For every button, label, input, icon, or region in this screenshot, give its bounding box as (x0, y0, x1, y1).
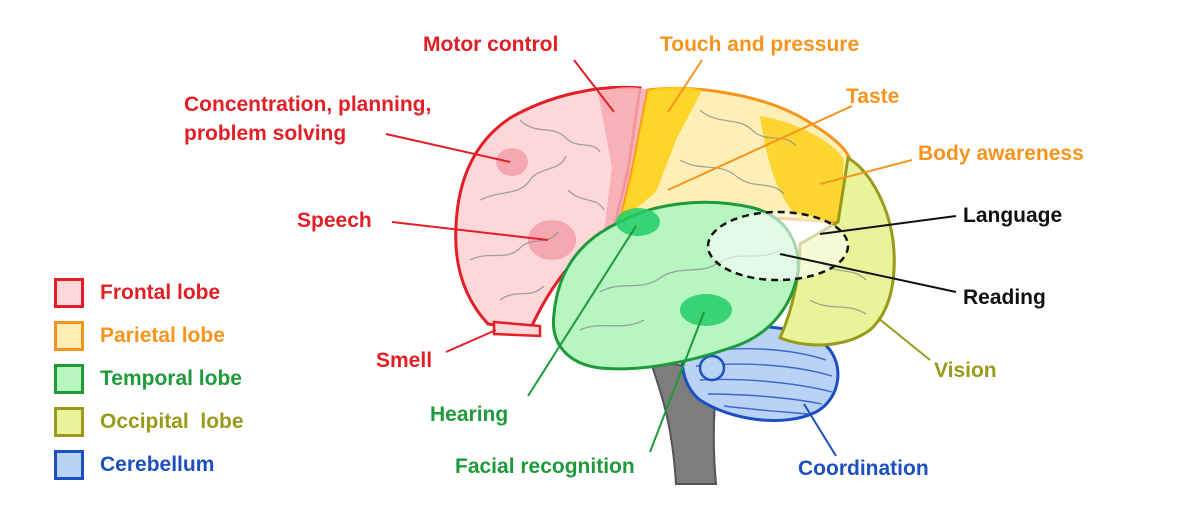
legend-swatch-temporal (54, 364, 84, 394)
concentration-area (496, 148, 528, 176)
reading-line (779, 253, 957, 293)
legend-swatch-occipital (54, 407, 84, 437)
legend-swatch-parietal (54, 321, 84, 351)
legend-label-frontal: Frontal lobe (100, 281, 221, 304)
legend-item-occipital: Occipital lobe (54, 406, 244, 438)
language-line (819, 215, 957, 235)
motor-strip (598, 87, 648, 232)
label-concentration-line2: problem solving (184, 122, 347, 145)
body-awareness-area (760, 116, 844, 222)
pons-circle (698, 354, 726, 382)
legend-label-temporal: Temporal lobe (100, 367, 242, 390)
label-language: Language (963, 204, 1063, 227)
label-concentration-line1: Concentration, planning, (184, 93, 432, 116)
touch-pressure-line (667, 59, 703, 113)
somatosensory-strip (620, 87, 702, 222)
vision-line (877, 317, 931, 361)
legend-label-occipital: Occipital lobe (100, 410, 244, 433)
label-body-awareness: Body awareness (918, 142, 1084, 165)
legend-label-parietal: Parietal lobe (100, 324, 225, 347)
legend-item-temporal: Temporal lobe (54, 363, 242, 395)
label-coordination: Coordination (798, 457, 929, 480)
concentration-line (385, 133, 511, 163)
facial-recognition-line (649, 311, 705, 453)
label-speech: Speech (297, 209, 372, 232)
facial-recognition-area (680, 294, 732, 326)
label-hearing: Hearing (430, 403, 509, 426)
label-touch-pressure: Touch and pressure (660, 33, 860, 56)
legend-swatch-cerebellum (54, 450, 84, 480)
legend-item-frontal: Frontal lobe (54, 277, 220, 309)
body-awareness-line (819, 159, 913, 185)
leader-lines (385, 59, 957, 457)
speech-line (391, 221, 549, 241)
hearing-line (527, 225, 637, 397)
label-motor-control: Motor control (423, 33, 559, 56)
label-facial-recognition: Facial recognition (455, 455, 635, 478)
coordination-line (803, 403, 837, 457)
legend-item-cerebellum: Cerebellum (54, 449, 214, 481)
motor-control-line (573, 59, 615, 113)
label-taste: Taste (846, 85, 900, 108)
taste-line (667, 105, 853, 191)
language-reading-region (706, 210, 850, 282)
smell-line (445, 329, 497, 353)
legend-label-cerebellum: Cerebellum (100, 453, 215, 476)
speech-area (528, 220, 576, 260)
legend-swatch-frontal (54, 278, 84, 308)
legend-item-parietal: Parietal lobe (54, 320, 225, 352)
label-vision: Vision (934, 359, 997, 382)
hearing-area (616, 208, 660, 236)
label-reading: Reading (963, 286, 1046, 309)
frontal-lobe-region (454, 85, 642, 332)
label-smell: Smell (376, 349, 433, 372)
